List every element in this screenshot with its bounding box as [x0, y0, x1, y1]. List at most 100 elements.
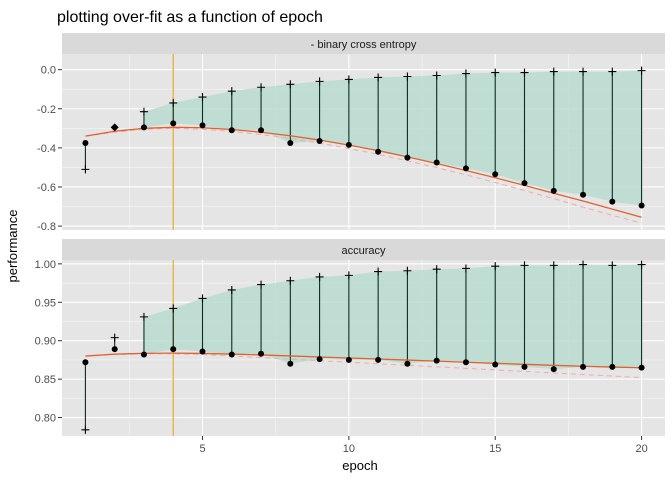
train-point — [257, 83, 266, 92]
train-point — [286, 80, 295, 89]
train-point — [520, 261, 529, 270]
train-point — [549, 67, 558, 76]
train-point — [139, 107, 148, 116]
train-point — [579, 260, 588, 269]
test-point — [580, 191, 587, 198]
test-point — [492, 361, 499, 368]
train-point — [461, 69, 470, 78]
dashed-trend-line — [85, 353, 642, 379]
test-point — [609, 198, 616, 205]
facet-strip-label: accuracy — [341, 245, 386, 257]
test-point — [170, 346, 177, 353]
test-point — [111, 346, 118, 353]
test-point — [258, 127, 265, 134]
test-point — [316, 138, 323, 145]
test-point — [521, 363, 528, 370]
panel-2: accuracy 0.80 0.85 0.90 0.95 1.00 5 10 15 20 — [35, 239, 665, 455]
test-point — [638, 202, 645, 209]
train-point — [81, 165, 90, 174]
test-point — [462, 359, 469, 366]
y-tick-label: -0.2 — [37, 104, 56, 116]
train-point — [374, 267, 383, 276]
test-point — [82, 359, 89, 366]
train-point — [491, 262, 500, 271]
y-tick-label: 0.85 — [35, 374, 56, 386]
y-tick-label: 0.0 — [41, 65, 56, 77]
chart-title: plotting over-fit as a function of epoch — [57, 9, 323, 26]
smooth-trend-line — [85, 352, 642, 369]
panel-1: - binary cross entropy 0.0 -0.2 -0.4 -0.6 -0.… — [37, 33, 665, 233]
train-point — [227, 285, 236, 294]
y-tick-label: 0.95 — [35, 297, 56, 309]
test-point — [580, 363, 587, 370]
x-tick-label: 10 — [343, 443, 355, 455]
x-axis-label: epoch — [342, 458, 377, 473]
x-tick-label: 15 — [489, 443, 501, 455]
panels: - binary cross entropy 0.0 -0.2 -0.4 -0.6 -0.… — [35, 33, 665, 455]
train-point — [110, 333, 119, 342]
test-point — [199, 348, 206, 355]
x-tick-label: 5 — [199, 443, 205, 455]
test-point — [170, 120, 177, 127]
overfit-ribbon — [143, 70, 642, 206]
train-point — [198, 294, 207, 303]
train-point — [608, 67, 617, 76]
train-point — [637, 260, 646, 269]
train-point — [257, 280, 266, 289]
train-point — [139, 312, 148, 321]
test-point — [433, 159, 440, 166]
test-point — [375, 148, 382, 155]
test-point — [433, 357, 440, 364]
train-point — [315, 272, 324, 281]
y-tick-label: -0.4 — [37, 143, 56, 155]
test-point — [140, 351, 147, 358]
train-point — [579, 67, 588, 76]
test-point — [228, 127, 235, 134]
test-point — [287, 139, 294, 146]
train-point — [286, 276, 295, 285]
y-axis-label: performance — [5, 210, 20, 283]
y-tick-label: 0.90 — [35, 336, 56, 348]
test-point — [199, 122, 206, 129]
y-tick-label: 1.00 — [35, 259, 56, 271]
test-point — [404, 360, 411, 367]
train-point — [315, 77, 324, 86]
train-point — [461, 264, 470, 273]
train-point — [432, 265, 441, 274]
train-point — [227, 87, 236, 96]
train-point — [110, 123, 119, 132]
train-point — [520, 68, 529, 77]
test-point — [287, 360, 294, 367]
train-point — [608, 261, 617, 270]
y-tick-label: -0.6 — [37, 182, 56, 194]
test-point — [82, 139, 89, 146]
train-point — [403, 72, 412, 81]
train-point — [432, 71, 441, 80]
test-point — [638, 364, 645, 371]
facet-strip — [62, 239, 665, 260]
test-point — [521, 180, 528, 187]
overfit-ribbon — [143, 264, 642, 370]
test-point — [550, 366, 557, 373]
dashed-trend-line — [85, 127, 642, 224]
test-point — [258, 350, 265, 357]
test-point — [609, 363, 616, 370]
test-point — [462, 165, 469, 172]
test-point — [228, 351, 235, 358]
smooth-trend-line — [85, 126, 642, 218]
facet-strip — [62, 33, 665, 54]
train-point — [81, 425, 90, 434]
test-point — [140, 124, 147, 131]
test-point — [550, 187, 557, 194]
test-point — [316, 356, 323, 363]
train-point — [491, 68, 500, 77]
x-tick-label: 20 — [635, 443, 647, 455]
train-point — [344, 75, 353, 84]
train-point — [344, 271, 353, 280]
train-point — [403, 266, 412, 275]
y-tick-label: -0.8 — [37, 221, 56, 233]
train-point — [169, 98, 178, 107]
test-point — [375, 356, 382, 363]
